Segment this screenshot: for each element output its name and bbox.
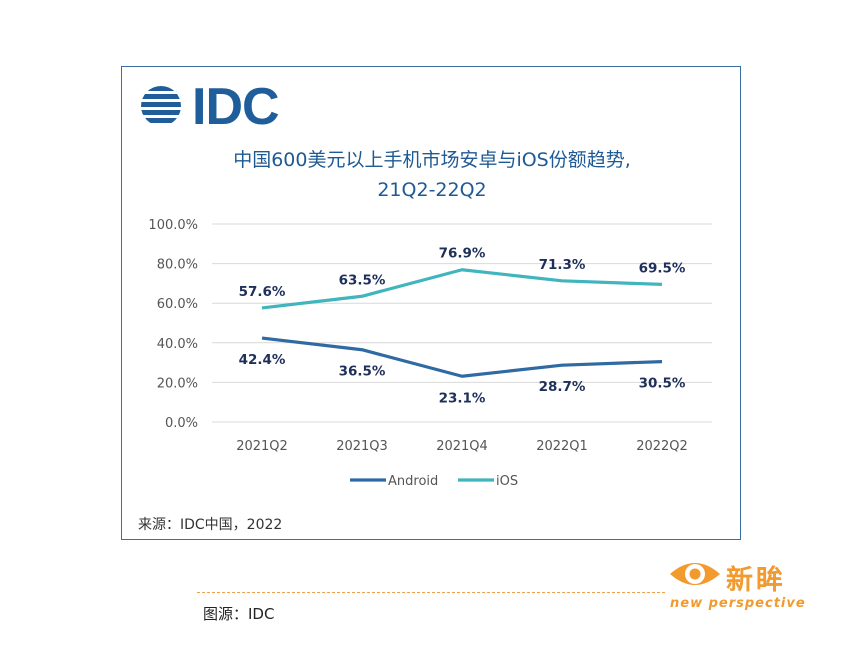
x-tick-label: 2022Q1: [536, 439, 588, 454]
series-line-ios: [261, 268, 663, 310]
data-label-android: 23.1%: [439, 390, 486, 406]
eye-icon: [670, 563, 720, 585]
y-tick-label: 40.0%: [157, 337, 198, 352]
x-tick-label: 2021Q2: [236, 439, 288, 454]
globe-icon: [141, 86, 181, 123]
data-label-android: 42.4%: [239, 352, 286, 368]
divider-line: [197, 592, 665, 593]
x-tick-label: 2021Q4: [436, 439, 488, 454]
brand-name: 新眸: [726, 565, 786, 596]
legend-label-ios: iOS: [496, 474, 518, 489]
image-caption: 图源：IDC: [203, 605, 275, 623]
line-chart: 0.0% 20.0% 40.0% 60.0% 80.0% 100.0% 2021Q2 2021…: [148, 218, 712, 489]
source-note: 来源：IDC中国，2022: [138, 517, 283, 533]
data-label-android: 30.5%: [639, 376, 686, 392]
y-tick-label: 0.0%: [165, 416, 198, 431]
data-label-ios: 57.6%: [239, 284, 286, 300]
brand-logo: 新眸 new perspective: [668, 556, 828, 618]
chart-title: 中国600美元以上手机市场安卓与iOS份额趋势,: [233, 149, 631, 171]
x-tick-label: 2022Q2: [636, 439, 688, 454]
logo-text: IDC: [192, 78, 280, 136]
chart-card: IDC 中国600美元以上手机市场安卓与iOS份额趋势, 21Q2-22Q2 0…: [121, 66, 741, 540]
series-line-android: [261, 336, 663, 378]
data-label-ios: 76.9%: [439, 246, 486, 262]
y-tick-label: 100.0%: [148, 218, 198, 233]
data-label-android: 28.7%: [539, 379, 586, 395]
data-label-ios: 63.5%: [339, 272, 386, 288]
brand-tagline: new perspective: [670, 596, 806, 611]
x-tick-label: 2021Q3: [336, 439, 388, 454]
data-label-ios: 69.5%: [639, 260, 686, 276]
data-label-ios: 71.3%: [539, 257, 586, 273]
legend-label-android: Android: [388, 474, 438, 489]
y-tick-label: 20.0%: [157, 376, 198, 391]
idc-logo: IDC: [140, 78, 280, 136]
y-tick-label: 60.0%: [157, 297, 198, 312]
chart-subtitle: 21Q2-22Q2: [377, 179, 487, 201]
data-label-android: 36.5%: [339, 364, 386, 380]
y-tick-label: 80.0%: [157, 258, 198, 273]
